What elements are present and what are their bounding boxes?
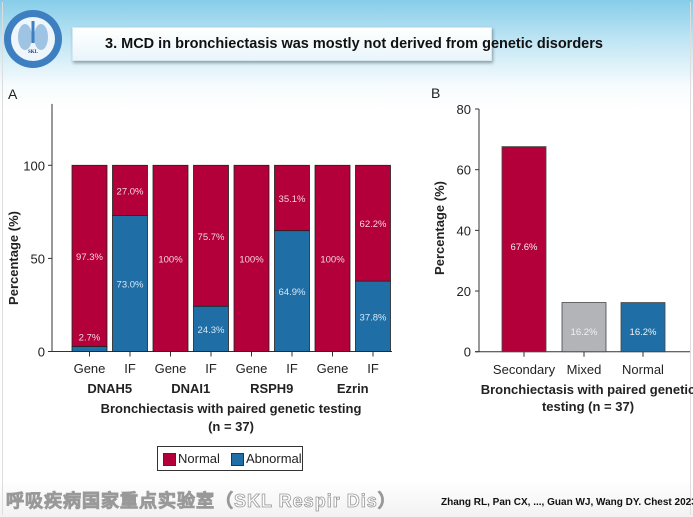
legend-a: Normal Abnormal	[157, 446, 303, 471]
data-label-abnormal: 24.3%	[198, 325, 225, 336]
data-label-b: 67.6%	[511, 242, 538, 253]
bar-abnormal	[112, 215, 148, 352]
bar-normal	[233, 164, 270, 352]
y-tick-label-b: 40	[457, 223, 471, 238]
group-label-a: DNAI1	[171, 381, 210, 396]
y-axis-label-b: Percentage (%)	[432, 181, 447, 275]
data-label-normal: 35.1%	[279, 194, 306, 205]
bar-abnormal	[355, 280, 391, 352]
slide-title: 3. MCD in bronchiectasis was mostly not …	[105, 36, 603, 52]
group-label-a: Ezrin	[337, 381, 369, 396]
y-tick-label-a: 0	[38, 345, 45, 360]
legend-swatch-normal	[163, 453, 176, 466]
y-axis-label-a: Percentage (%)	[6, 211, 21, 305]
bar-normal	[112, 164, 148, 216]
bar-normal	[620, 302, 666, 353]
x-axis-label-b: Bronchiectasis with paired genetic	[481, 382, 693, 397]
citation: Zhang RL, Pan CX, ..., Guan WJ, Wang DY.…	[441, 497, 693, 508]
bar-normal	[314, 164, 351, 352]
x-tick-label-a: IF	[124, 361, 136, 376]
y-tick-label-a: 100	[23, 158, 45, 173]
y-tick-label-b: 0	[464, 345, 471, 360]
legend-swatch-abnormal	[231, 453, 244, 466]
group-label-a: DNAH5	[87, 381, 132, 396]
x-axis-label-n-a: (n = 37)	[208, 419, 254, 434]
data-label-normal: 97.3%	[76, 252, 103, 263]
group-label-a: RSPH9	[250, 381, 293, 396]
data-label-abnormal: 2.7%	[79, 332, 101, 343]
bar-secondary	[501, 146, 547, 353]
data-label-normal: 100%	[239, 254, 264, 265]
panel-label-a: A	[8, 86, 18, 102]
x-tick-label-a: Gene	[155, 361, 187, 376]
x-tick-label-a: IF	[286, 361, 298, 376]
data-label-b: 16.2%	[571, 327, 598, 338]
data-label-abnormal: 73.0%	[117, 280, 144, 291]
x-tick-label-b: Secondary	[493, 362, 556, 377]
bar-mixed	[561, 302, 607, 353]
y-tick-label-b: 20	[457, 284, 471, 299]
data-label-abnormal: 37.8%	[360, 312, 387, 323]
bar-normal	[274, 164, 310, 232]
legend-label-normal: Normal	[178, 451, 220, 466]
data-label-normal: 62.2%	[360, 219, 387, 230]
data-label-normal: 100%	[158, 254, 183, 265]
x-tick-label-b: Mixed	[567, 362, 602, 377]
bar-abnormal	[193, 305, 229, 352]
x-tick-label-a: IF	[205, 361, 217, 376]
x-tick-label-a: Gene	[236, 361, 268, 376]
y-tick-label-a: 50	[31, 251, 45, 266]
x-tick-label-a: IF	[367, 361, 379, 376]
lab-logo: SKL	[4, 10, 62, 68]
data-label-normal: 100%	[320, 254, 345, 265]
bar-normal	[193, 164, 229, 307]
data-label-normal: 27.0%	[117, 186, 144, 197]
legend-label-abnormal: Abnormal	[246, 451, 302, 466]
x-tick-label-a: Gene	[74, 361, 106, 376]
bar-abnormal	[71, 346, 108, 352]
svg-text:SKL: SKL	[28, 50, 39, 55]
panel-label-b: B	[431, 85, 440, 101]
x-axis-label-a: Bronchiectasis with paired genetic testi…	[101, 401, 362, 416]
slide-title-box: 3. MCD in bronchiectasis was mostly not …	[72, 27, 603, 61]
bar-normal	[355, 164, 391, 282]
y-tick-label-b: 80	[457, 102, 471, 117]
x-tick-label-a: Gene	[317, 361, 349, 376]
data-label-b: 16.2%	[630, 327, 657, 338]
bar-normal	[152, 164, 189, 352]
watermark: 呼吸疾病国家重点实验室（SKL Respir Dis）	[6, 491, 397, 512]
x-tick-label-b: Normal	[622, 362, 664, 377]
data-label-normal: 75.7%	[198, 232, 225, 243]
bar-normal	[71, 164, 108, 347]
data-label-abnormal: 64.9%	[279, 287, 306, 298]
x-axis-label-b-line2: testing (n = 37)	[542, 399, 634, 414]
bar-abnormal	[274, 230, 310, 352]
y-tick-label-b: 60	[457, 163, 471, 178]
